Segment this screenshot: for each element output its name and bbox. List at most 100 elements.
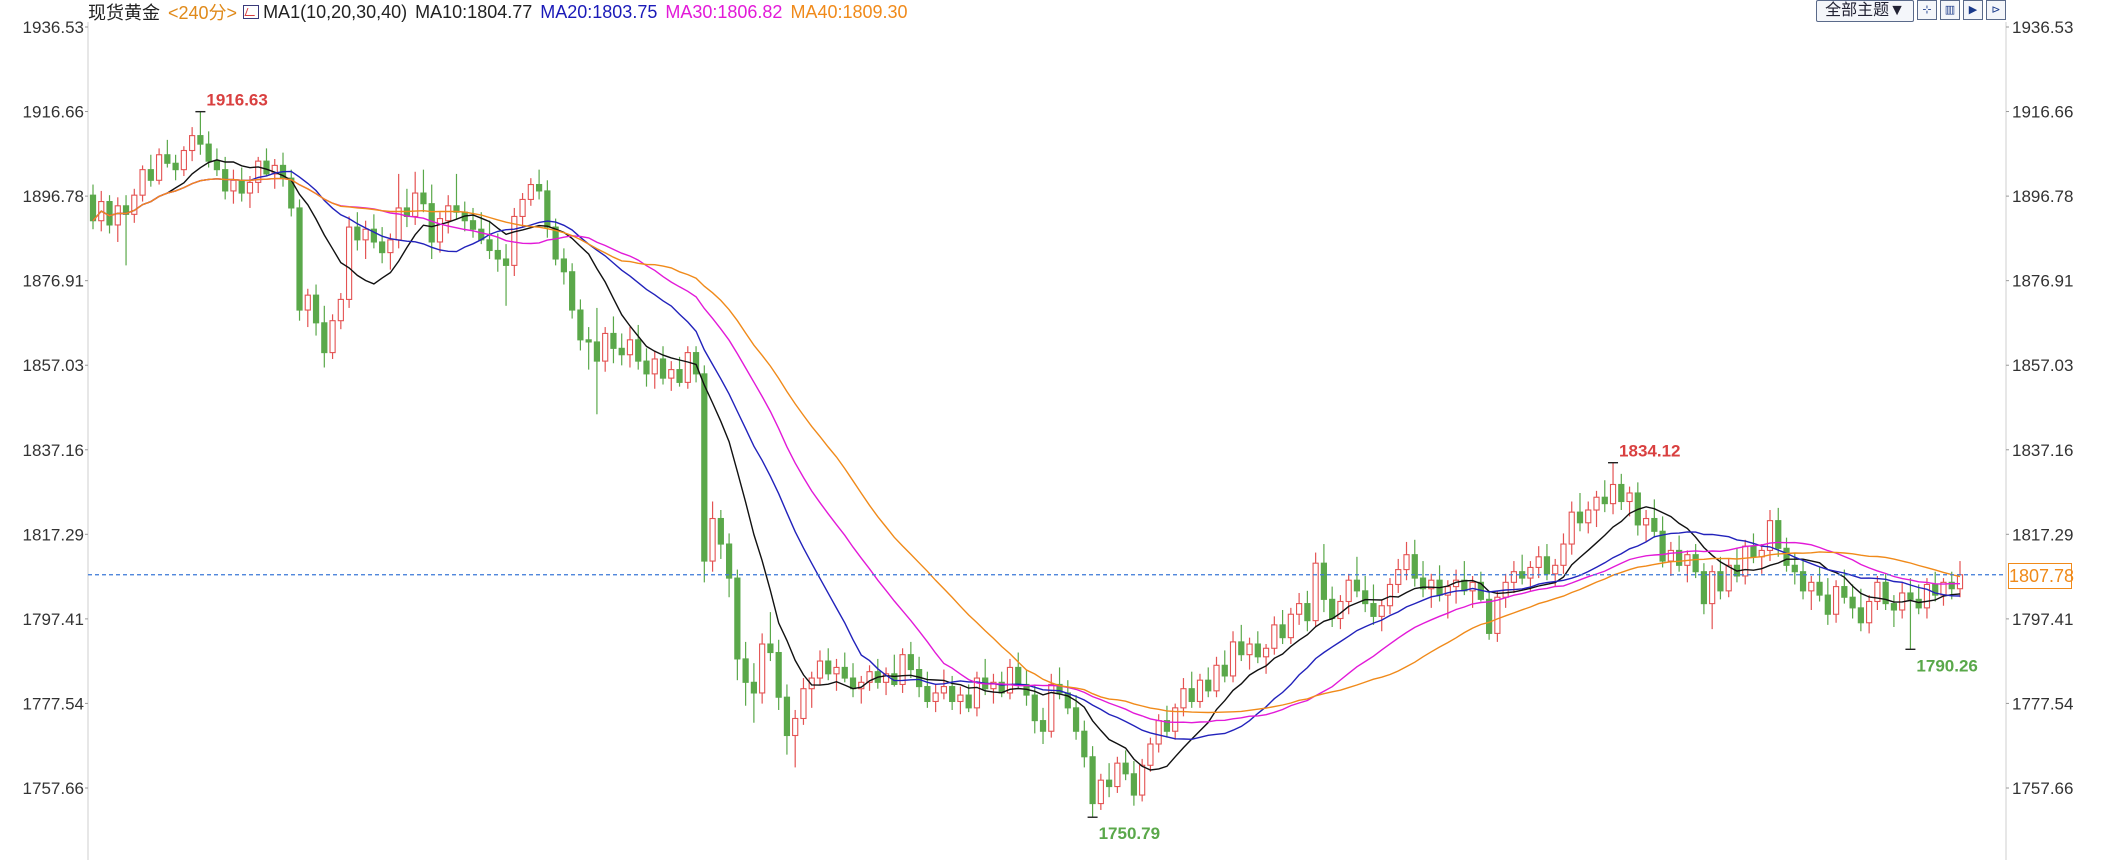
candle-body[interactable] — [742, 658, 749, 683]
candle-body[interactable] — [882, 673, 890, 683]
candle-body[interactable] — [701, 373, 708, 562]
candle-body[interactable] — [246, 181, 254, 194]
candle-body[interactable] — [370, 228, 377, 243]
candle-body[interactable] — [1287, 613, 1294, 639]
candle-body[interactable] — [1048, 683, 1055, 732]
candle-body[interactable] — [552, 226, 559, 260]
candle-body[interactable] — [560, 258, 567, 273]
candle-body[interactable] — [1337, 600, 1344, 620]
candle-body[interactable] — [1279, 624, 1286, 639]
candle-body[interactable] — [139, 169, 146, 196]
candle-body[interactable] — [147, 169, 154, 181]
candle-body[interactable] — [1089, 756, 1096, 805]
candle-body[interactable] — [1262, 647, 1270, 658]
candle-body[interactable] — [379, 241, 386, 254]
candle-body[interactable] — [659, 358, 667, 379]
candle-body[interactable] — [1725, 564, 1732, 592]
candle-body[interactable] — [610, 332, 617, 349]
candle-body[interactable] — [205, 143, 212, 162]
candle-body[interactable] — [1593, 496, 1600, 511]
candle-body[interactable] — [494, 249, 501, 260]
candle-body[interactable] — [1419, 577, 1427, 590]
candle-body[interactable] — [263, 160, 270, 175]
candle-body[interactable] — [668, 369, 675, 379]
candle-body[interactable] — [1494, 596, 1501, 634]
candle-body[interactable] — [1560, 543, 1567, 566]
candle-body[interactable] — [1329, 598, 1336, 620]
candle-body[interactable] — [684, 352, 691, 383]
candle-body[interactable] — [271, 164, 278, 175]
candle-body[interactable] — [131, 194, 138, 215]
candle-body[interactable] — [626, 339, 634, 356]
candle-body[interactable] — [907, 654, 914, 671]
candle-body[interactable] — [750, 681, 757, 694]
candle-body[interactable] — [643, 360, 650, 375]
candle-body[interactable] — [800, 688, 807, 720]
candle-body[interactable] — [1775, 520, 1782, 549]
candle-body[interactable] — [1031, 694, 1038, 722]
candle-body[interactable] — [1097, 779, 1104, 805]
candle-body[interactable] — [1139, 764, 1146, 796]
candle-body[interactable] — [1163, 720, 1171, 732]
candle-body[interactable] — [1147, 743, 1154, 766]
candle-body[interactable] — [1428, 579, 1435, 590]
period-selector[interactable]: <240分> — [168, 3, 238, 23]
candle-body[interactable] — [759, 643, 766, 694]
candle-body[interactable] — [1791, 564, 1798, 573]
candle-body[interactable] — [362, 228, 369, 241]
candle-body[interactable] — [312, 294, 320, 324]
candle-body[interactable] — [164, 154, 171, 164]
candle-body[interactable] — [1039, 720, 1047, 732]
candle-body[interactable] — [1709, 571, 1716, 605]
candle-body[interactable] — [1362, 590, 1369, 605]
candle-body[interactable] — [1130, 773, 1138, 796]
candle-body[interactable] — [502, 258, 510, 266]
candle-body[interactable] — [238, 179, 245, 194]
candle-body[interactable] — [1081, 730, 1088, 758]
layout-icon[interactable]: ▥ — [1940, 0, 1960, 20]
candle-body[interactable] — [304, 294, 311, 311]
candle-body[interactable] — [469, 220, 477, 230]
candle-body[interactable] — [1766, 520, 1774, 551]
candle-body[interactable] — [1857, 607, 1864, 624]
candle-body[interactable] — [1667, 549, 1674, 562]
candle-body[interactable] — [1783, 547, 1790, 566]
candle-body[interactable] — [1568, 511, 1575, 545]
candle-body[interactable] — [569, 271, 576, 311]
candle-body[interactable] — [1114, 762, 1121, 788]
candle-body[interactable] — [841, 666, 848, 679]
candle-body[interactable] — [1642, 517, 1650, 526]
candle-body[interactable] — [957, 694, 964, 703]
candle-body[interactable] — [1403, 554, 1410, 571]
candle-body[interactable] — [618, 347, 625, 356]
candle-body[interactable] — [172, 162, 179, 171]
candle-body[interactable] — [1072, 707, 1080, 732]
candle-body[interactable] — [1618, 483, 1625, 503]
candle-body[interactable] — [1948, 581, 1955, 590]
candle-body[interactable] — [89, 194, 97, 222]
candle-body[interactable] — [387, 239, 394, 254]
candle-body[interactable] — [255, 160, 262, 183]
candle-body[interactable] — [899, 654, 906, 685]
candle-body[interactable] — [189, 135, 196, 152]
play-icon[interactable]: ▶ — [1963, 0, 1983, 20]
ma-params-label[interactable]: MA1(10,20,30,40) — [263, 1, 408, 22]
candle-body[interactable] — [585, 339, 592, 343]
candle-body[interactable] — [651, 358, 658, 375]
candle-body[interactable] — [1651, 517, 1658, 532]
candle-body[interactable] — [1196, 679, 1204, 703]
candle-body[interactable] — [1213, 664, 1220, 692]
candle-body[interactable] — [1205, 679, 1212, 692]
candle-body[interactable] — [734, 577, 741, 660]
candle-body[interactable] — [1576, 511, 1584, 524]
candle-body[interactable] — [1056, 683, 1063, 694]
candle-body[interactable] — [213, 160, 221, 171]
candle-body[interactable] — [577, 309, 584, 341]
candle-body[interactable] — [1799, 571, 1807, 592]
candle-body[interactable] — [1246, 643, 1253, 656]
candle-body[interactable] — [1692, 554, 1699, 573]
candle-body[interactable] — [1122, 762, 1129, 775]
indicator-icon[interactable] — [243, 5, 260, 19]
candle-body[interactable] — [709, 517, 716, 562]
candle-body[interactable] — [1296, 603, 1303, 615]
